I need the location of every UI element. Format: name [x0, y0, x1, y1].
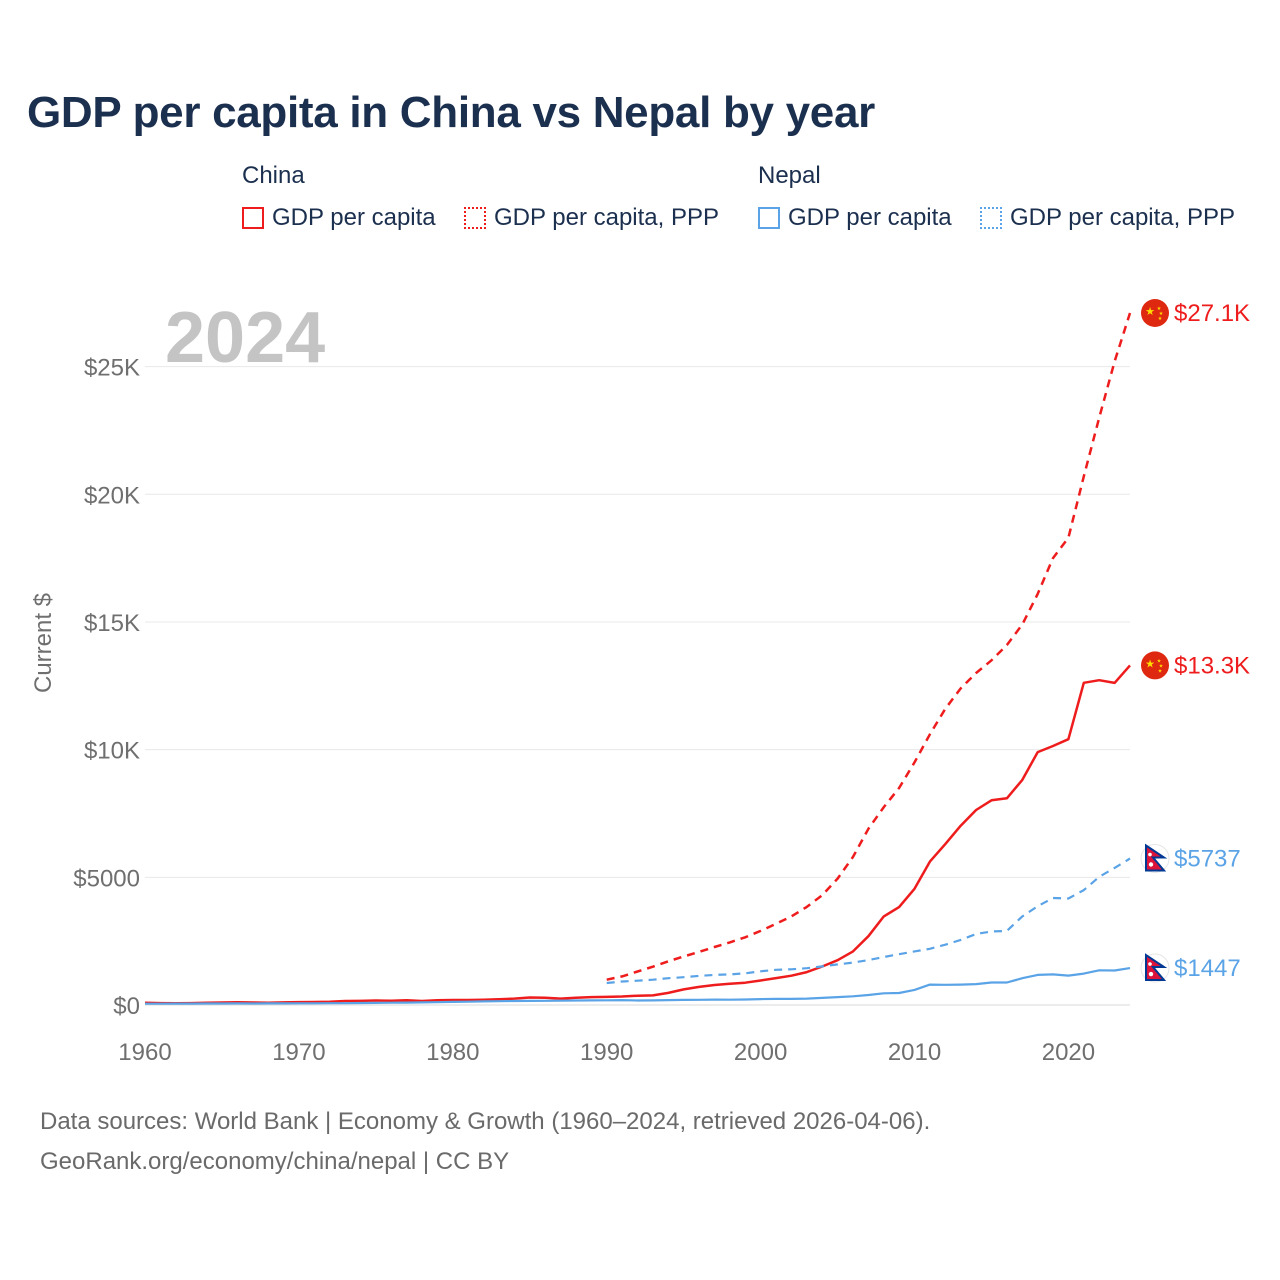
- gridlines: [145, 366, 1130, 1006]
- svg-text:★: ★: [1158, 316, 1163, 322]
- svg-text:★: ★: [1159, 311, 1164, 317]
- y-tick-label: $10K: [84, 738, 140, 765]
- year-watermark: 2024: [165, 298, 325, 378]
- y-tick-label: $0: [113, 993, 140, 1020]
- legend-group-china: China: [242, 162, 305, 189]
- legend-label: GDP per capita, PPP: [494, 204, 719, 231]
- series-line-china-gdp-per-capita[interactable]: [144, 664, 1131, 1005]
- series-lines: [144, 312, 1132, 1005]
- x-tick-label: 1980: [426, 1039, 479, 1066]
- nepal-flag-icon: [1140, 843, 1170, 874]
- series-end-value: $5737: [1174, 846, 1241, 873]
- svg-text:★: ★: [1145, 306, 1155, 318]
- y-axis-label: Current $: [30, 593, 57, 693]
- y-axis-ticks: $0 $5000 $10K $15K $20K $25K: [73, 355, 140, 1020]
- china-flag-icon: ★ ★★★: [1141, 651, 1169, 680]
- y-tick-label: $15K: [84, 610, 140, 637]
- legend-label: GDP per capita: [788, 204, 952, 231]
- svg-text:★: ★: [1157, 658, 1162, 664]
- series-end-labels: ★ ★★★ $27.1K★ ★★★ $13.3K$5737$1447: [1140, 299, 1250, 983]
- legend-item-nepal-gdp[interactable]: GDP per capita: [758, 204, 952, 232]
- line-chart: 2024 Current $ $0 $5000 $10K $15K $20K $25K 1…: [30, 298, 1250, 1066]
- x-tick-label: 1970: [272, 1039, 325, 1066]
- footer-sources: Data sources: World Bank | Economy & Gro…: [40, 1108, 931, 1135]
- y-tick-label: $20K: [84, 482, 140, 509]
- series-end-value: $1447: [1174, 955, 1241, 982]
- legend-swatch-dotted-icon: [980, 207, 1002, 229]
- series-line-nepal-gdp-per-capita[interactable]: [145, 967, 1131, 1005]
- x-tick-label: 1960: [118, 1039, 171, 1066]
- x-tick-label: 2020: [1042, 1039, 1095, 1066]
- footer-link[interactable]: GeoRank.org/economy/china/nepal | CC BY: [40, 1148, 510, 1175]
- legend-label: GDP per capita, PPP: [1010, 204, 1235, 231]
- series-line-nepal-gdp-per-capita-ppp[interactable]: [606, 857, 1131, 985]
- legend-label: GDP per capita: [272, 204, 436, 231]
- svg-text:★: ★: [1145, 658, 1155, 670]
- legend-swatch-dotted-icon: [464, 207, 486, 229]
- series-end-value: $13.3K: [1174, 652, 1250, 679]
- x-tick-label: 2010: [888, 1039, 941, 1066]
- series-line-china-gdp-per-capita-ppp[interactable]: [606, 312, 1132, 981]
- svg-text:★: ★: [1158, 668, 1163, 674]
- china-flag-icon: ★ ★★★: [1141, 299, 1169, 327]
- svg-text:★: ★: [1159, 663, 1164, 669]
- x-axis-ticks: 1960 1970 1980 1990 2000 2010 2020: [118, 1039, 1095, 1066]
- x-tick-label: 1990: [580, 1039, 633, 1066]
- legend-swatch-solid-icon: [242, 207, 264, 229]
- svg-text:★: ★: [1157, 306, 1162, 312]
- legend-item-china-gdp[interactable]: GDP per capita: [242, 204, 436, 232]
- nepal-flag-icon: [1140, 953, 1170, 983]
- x-tick-label: 2000: [734, 1039, 787, 1066]
- legend-item-china-ppp[interactable]: GDP per capita, PPP: [464, 204, 719, 232]
- legend-group-nepal: Nepal: [758, 162, 821, 189]
- y-tick-label: $25K: [84, 355, 140, 382]
- legend-swatch-solid-icon: [758, 207, 780, 229]
- y-tick-label: $5000: [73, 865, 140, 892]
- legend-item-nepal-ppp[interactable]: GDP per capita, PPP: [980, 204, 1235, 232]
- page-title: GDP per capita in China vs Nepal by year: [27, 88, 875, 137]
- series-end-value: $27.1K: [1174, 300, 1250, 327]
